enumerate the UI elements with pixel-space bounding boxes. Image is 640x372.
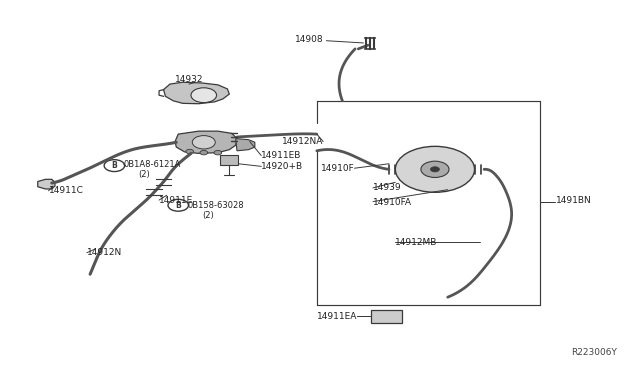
Circle shape bbox=[214, 150, 221, 155]
Text: B: B bbox=[111, 161, 117, 170]
Circle shape bbox=[421, 161, 449, 177]
Polygon shape bbox=[38, 179, 55, 189]
Text: 14911EA: 14911EA bbox=[317, 312, 357, 321]
Text: 14910FA: 14910FA bbox=[373, 198, 412, 207]
Polygon shape bbox=[220, 155, 237, 165]
Text: 1491BN: 1491BN bbox=[556, 196, 592, 205]
Text: 14910F: 14910F bbox=[321, 164, 355, 173]
Text: 14911EB: 14911EB bbox=[261, 151, 301, 160]
Text: 14912NA: 14912NA bbox=[282, 137, 323, 146]
Polygon shape bbox=[371, 310, 402, 323]
Polygon shape bbox=[236, 138, 255, 151]
Text: (2): (2) bbox=[202, 211, 214, 220]
Circle shape bbox=[396, 146, 474, 192]
Circle shape bbox=[186, 149, 193, 154]
Text: 14912N: 14912N bbox=[87, 248, 122, 257]
Circle shape bbox=[431, 167, 440, 172]
Polygon shape bbox=[175, 131, 237, 153]
Text: 14920+B: 14920+B bbox=[261, 162, 303, 171]
Circle shape bbox=[192, 136, 215, 149]
Text: R223006Y: R223006Y bbox=[571, 348, 617, 357]
Text: 14911E: 14911E bbox=[159, 196, 193, 205]
Text: B: B bbox=[175, 201, 181, 210]
Text: 14912MB: 14912MB bbox=[396, 238, 438, 247]
Text: 14908: 14908 bbox=[294, 35, 323, 44]
Polygon shape bbox=[164, 82, 229, 104]
Circle shape bbox=[191, 88, 216, 103]
Circle shape bbox=[200, 150, 207, 155]
Text: 0B158-63028: 0B158-63028 bbox=[188, 201, 244, 210]
Text: 14932: 14932 bbox=[175, 75, 204, 84]
Text: 0B1A8-6121A: 0B1A8-6121A bbox=[124, 160, 181, 169]
Text: 14911C: 14911C bbox=[49, 186, 83, 195]
Text: 14939: 14939 bbox=[373, 183, 402, 192]
Text: (2): (2) bbox=[138, 170, 150, 179]
